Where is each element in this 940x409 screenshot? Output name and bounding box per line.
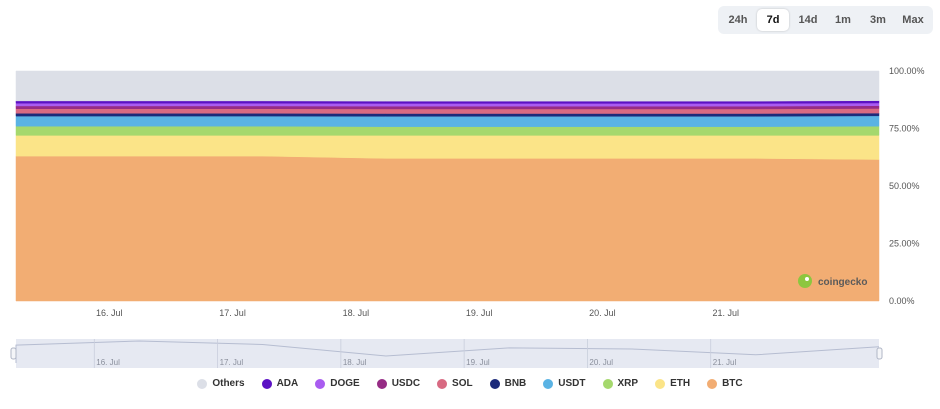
y-tick-label: 75.00% xyxy=(889,124,920,134)
legend-label: DOGE xyxy=(330,378,360,389)
range-button-3m[interactable]: 3m xyxy=(870,14,886,26)
legend-item-xrp[interactable]: XRP xyxy=(602,378,639,389)
legend-label: ETH xyxy=(670,378,691,389)
legend-item-btc[interactable]: BTC xyxy=(707,378,743,389)
legend-marker-icon xyxy=(489,378,500,389)
y-tick-label: 0.00% xyxy=(889,296,915,306)
navigator-label: 18. Jul xyxy=(343,358,367,367)
navigator-left-handle[interactable] xyxy=(10,347,17,360)
navigator-background[interactable] xyxy=(16,339,879,368)
area-sol[interactable] xyxy=(15,108,880,114)
legend-marker-icon xyxy=(437,378,448,389)
x-tick-label: 17. Jul xyxy=(219,308,246,318)
area-eth[interactable] xyxy=(15,135,880,160)
legend-item-sol[interactable]: SOL xyxy=(437,378,473,389)
y-tick-label: 100.00% xyxy=(889,66,925,76)
time-range-selector: 24h 7d 14d 1m 3m Max xyxy=(718,6,933,34)
legend-label: XRP xyxy=(617,378,639,389)
navigator-label: 20. Jul xyxy=(589,358,613,367)
navigator-label: 19. Jul xyxy=(466,358,490,367)
navigator-label: 17. Jul xyxy=(220,358,244,367)
legend-item-usdc[interactable]: USDC xyxy=(376,378,421,389)
legend-item-doge[interactable]: DOGE xyxy=(315,378,360,389)
legend-item-bnb[interactable]: BNB xyxy=(489,378,527,389)
plot-area xyxy=(15,70,880,302)
area-xrp[interactable] xyxy=(15,125,880,136)
coingecko-logo-icon xyxy=(798,274,812,288)
range-button-24h[interactable]: 24h xyxy=(728,14,748,26)
y-axis: 100.00% 75.00% 50.00% 25.00% 0.00% xyxy=(889,66,925,306)
watermark: coingecko xyxy=(798,274,867,288)
x-axis: 16. Jul 17. Jul 18. Jul 19. Jul 20. Jul 21. J… xyxy=(96,308,739,318)
legend-label: SOL xyxy=(452,378,473,389)
range-button-1m[interactable]: 1m xyxy=(835,14,851,26)
navigator-label: 21. Jul xyxy=(713,358,737,367)
legend-marker-icon xyxy=(543,378,554,389)
navigator-label: 16. Jul xyxy=(96,358,120,367)
x-tick-label: 19. Jul xyxy=(466,308,493,318)
legend-item-usdt[interactable]: USDT xyxy=(543,378,586,389)
chart-legend: Others ADA DOGE USDC SOL BNB USDT XRP ETH BTC xyxy=(0,378,940,389)
legend-marker-icon xyxy=(261,378,272,389)
x-tick-label: 18. Jul xyxy=(343,308,370,318)
area-btc[interactable] xyxy=(15,155,880,302)
legend-item-others[interactable]: Others xyxy=(197,378,245,389)
legend-marker-icon xyxy=(376,378,387,389)
x-tick-label: 21. Jul xyxy=(712,308,739,318)
y-tick-label: 25.00% xyxy=(889,239,920,249)
legend-marker-icon xyxy=(707,378,718,389)
coingecko-watermark: coingecko xyxy=(818,277,867,288)
legend-label: ADA xyxy=(276,378,299,389)
area-others[interactable] xyxy=(15,70,880,102)
navigator-series-line xyxy=(15,340,880,363)
legend-label: BTC xyxy=(722,378,743,389)
legend-label: BNB xyxy=(504,378,527,389)
area-usdt[interactable] xyxy=(15,115,880,127)
legend-item-ada[interactable]: ADA xyxy=(261,378,299,389)
legend-marker-icon xyxy=(197,378,208,389)
x-tick-label: 20. Jul xyxy=(589,308,616,318)
legend-marker-icon xyxy=(602,378,613,389)
legend-label: USDC xyxy=(391,378,421,389)
legend-label: Others xyxy=(212,378,245,389)
legend-label: USDT xyxy=(558,378,586,389)
y-tick-label: 50.00% xyxy=(889,181,920,191)
legend-marker-icon xyxy=(315,378,326,389)
range-navigator: 16. Jul 17. Jul 18. Jul 19. Jul 20. Jul 21. J… xyxy=(10,339,883,368)
navigator-right-handle[interactable] xyxy=(876,347,883,360)
coingecko-logo-eye-icon xyxy=(805,277,809,281)
x-tick-label: 16. Jul xyxy=(96,308,123,318)
range-button-14d[interactable]: 14d xyxy=(798,14,818,26)
range-button-7d[interactable]: 7d xyxy=(757,9,789,31)
legend-marker-icon xyxy=(655,378,666,389)
legend-item-eth[interactable]: ETH xyxy=(655,378,690,389)
range-button-max[interactable]: Max xyxy=(902,14,924,26)
